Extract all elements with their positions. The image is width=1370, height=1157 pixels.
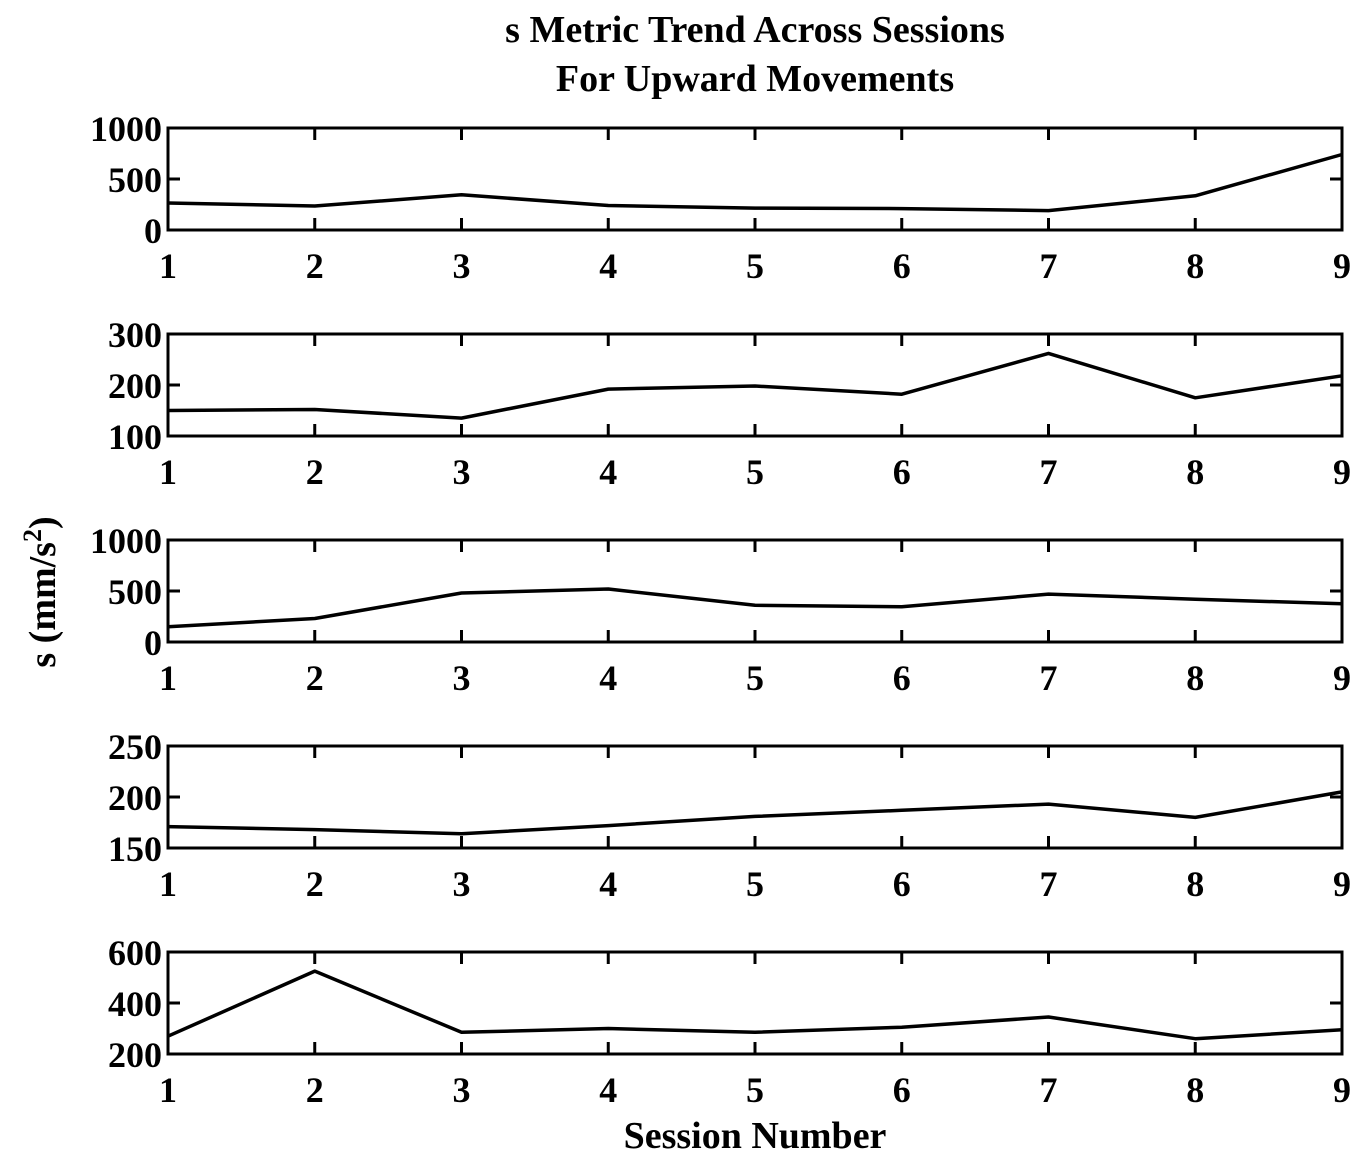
x-tick-label: 2 (306, 658, 324, 698)
x-tick-label: 8 (1186, 864, 1204, 904)
x-tick-label: 8 (1186, 658, 1204, 698)
x-tick-label: 3 (453, 658, 471, 698)
series-line (167, 351, 1343, 420)
subplot-5: 1 2 3 4 5 6 7 8 9 200 400 600 (108, 933, 1351, 1110)
y-tick-label: 200 (108, 778, 162, 818)
x-axis-label: Session Number (624, 1115, 887, 1157)
x-tick-label: 7 (1040, 864, 1058, 904)
x-tick-label: 3 (453, 1070, 471, 1110)
y-tick-label: 1000 (90, 109, 162, 149)
x-tick-label: 5 (746, 452, 764, 492)
y-tick-label: 250 (108, 727, 162, 767)
y-tick-label: 400 (108, 984, 162, 1024)
x-tick-label: 5 (746, 1070, 764, 1110)
x-tick-label: 9 (1333, 246, 1351, 286)
x-tick-label: 1 (159, 1070, 177, 1110)
x-tick-label: 8 (1186, 1070, 1204, 1110)
series-line (167, 969, 1343, 1041)
x-tick-label: 4 (599, 452, 617, 492)
x-tick-label: 2 (306, 246, 324, 286)
x-tick-label: 9 (1333, 452, 1351, 492)
x-tick-label: 1 (159, 658, 177, 698)
x-tick-label: 8 (1186, 452, 1204, 492)
chart-title-line-1: s Metric Trend Across Sessions (505, 9, 1005, 51)
series-line (167, 790, 1343, 836)
subplot-2: 1 2 3 4 5 6 7 8 9 100 200 300 (108, 315, 1351, 492)
y-tick-label: 500 (108, 160, 162, 200)
x-tick-label: 6 (893, 246, 911, 286)
axes-frame (166, 950, 1344, 1056)
x-tick-label: 8 (1186, 246, 1204, 286)
chart-title-line-2: For Upward Movements (556, 58, 954, 100)
y-axis-label-main: s (mm/s (22, 542, 64, 668)
x-tick-label: 4 (599, 246, 617, 286)
subplot-group: 1 2 3 4 5 6 7 8 9 0 500 1000 1 2 3 4 5 6 7 8 9 100 200 300 1 2 3 4 5… (90, 109, 1351, 1110)
y-axis-label: s (mm/s2) (18, 516, 64, 667)
x-tick-label: 1 (159, 864, 177, 904)
y-tick-label: 600 (108, 933, 162, 973)
x-tick-label: 7 (1040, 658, 1058, 698)
x-tick-label: 6 (893, 864, 911, 904)
y-axis-label-close: ) (22, 516, 64, 529)
x-tick-label: 1 (159, 452, 177, 492)
x-tick-label: 2 (306, 864, 324, 904)
x-tick-label: 5 (746, 658, 764, 698)
y-tick-label: 300 (108, 315, 162, 355)
subplot-3: 1 2 3 4 5 6 7 8 9 0 500 1000 (90, 521, 1351, 698)
x-tick-label: 7 (1040, 1070, 1058, 1110)
x-tick-label: 5 (746, 864, 764, 904)
y-tick-label: 0 (144, 623, 162, 663)
x-tick-label: 2 (306, 452, 324, 492)
y-tick-label: 150 (108, 829, 162, 869)
series-line (167, 152, 1343, 213)
x-tick-label: 9 (1333, 658, 1351, 698)
x-tick-label: 4 (599, 864, 617, 904)
axes-frame (166, 744, 1344, 850)
x-tick-label: 6 (893, 1070, 911, 1110)
x-tick-label: 3 (453, 864, 471, 904)
x-tick-label: 2 (306, 1070, 324, 1110)
x-tick-label: 9 (1333, 864, 1351, 904)
subplot-4: 1 2 3 4 5 6 7 8 9 150 200 250 (108, 727, 1351, 904)
x-tick-label: 5 (746, 246, 764, 286)
axes-frame (166, 126, 1344, 232)
y-tick-label: 200 (108, 1035, 162, 1075)
x-tick-label: 3 (453, 452, 471, 492)
x-tick-label: 1 (159, 246, 177, 286)
y-tick-label: 100 (108, 417, 162, 457)
x-tick-label: 9 (1333, 1070, 1351, 1110)
x-tick-label: 7 (1040, 452, 1058, 492)
x-tick-label: 7 (1040, 246, 1058, 286)
x-tick-label: 3 (453, 246, 471, 286)
y-axis-label-superscript: 2 (18, 529, 47, 542)
x-tick-label: 6 (893, 452, 911, 492)
series-line (167, 587, 1343, 629)
x-tick-label: 6 (893, 658, 911, 698)
subplot-1: 1 2 3 4 5 6 7 8 9 0 500 1000 (90, 109, 1351, 286)
y-tick-label: 200 (108, 366, 162, 406)
axes-frame (166, 538, 1344, 644)
y-tick-label: 0 (144, 211, 162, 251)
y-tick-label: 1000 (90, 521, 162, 561)
x-tick-label: 4 (599, 1070, 617, 1110)
x-tick-label: 4 (599, 658, 617, 698)
y-tick-label: 500 (108, 572, 162, 612)
